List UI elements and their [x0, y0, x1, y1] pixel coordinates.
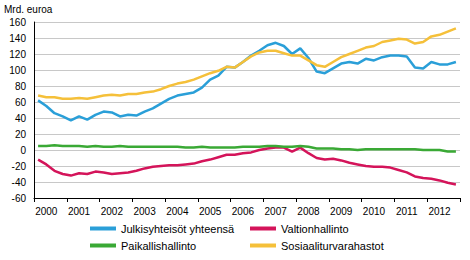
svg-text:2002: 2002 — [101, 206, 124, 217]
svg-text:2000: 2000 — [35, 206, 58, 217]
svg-text:2005: 2005 — [199, 206, 222, 217]
svg-text:Paikallishallinto: Paikallishallinto — [121, 240, 196, 252]
svg-text:140: 140 — [9, 33, 26, 44]
svg-text:Julkisyhteisöt yhteensä: Julkisyhteisöt yhteensä — [121, 223, 235, 235]
svg-text:Sosiaaliturvarahastot: Sosiaaliturvarahastot — [281, 240, 384, 252]
svg-text:80: 80 — [15, 81, 27, 92]
svg-text:40: 40 — [15, 113, 27, 124]
svg-text:0: 0 — [20, 145, 26, 156]
svg-text:2003: 2003 — [133, 206, 156, 217]
svg-text:120: 120 — [9, 49, 26, 60]
svg-text:-60: -60 — [12, 193, 27, 204]
svg-text:Mrd. euroa: Mrd. euroa — [4, 4, 53, 15]
svg-text:2011: 2011 — [396, 206, 418, 217]
svg-text:2012: 2012 — [428, 206, 451, 217]
svg-text:-20: -20 — [12, 161, 27, 172]
svg-text:2007: 2007 — [265, 206, 288, 217]
svg-text:60: 60 — [15, 97, 27, 108]
svg-text:2010: 2010 — [363, 206, 386, 217]
svg-text:2004: 2004 — [166, 206, 189, 217]
svg-text:2009: 2009 — [330, 206, 353, 217]
svg-text:Valtionhallinto: Valtionhallinto — [281, 223, 349, 235]
svg-text:-40: -40 — [12, 177, 27, 188]
svg-text:2008: 2008 — [297, 206, 320, 217]
svg-text:100: 100 — [9, 65, 26, 76]
svg-text:160: 160 — [9, 17, 26, 28]
svg-text:2006: 2006 — [232, 206, 255, 217]
svg-text:20: 20 — [15, 129, 27, 140]
svg-text:2001: 2001 — [68, 206, 91, 217]
